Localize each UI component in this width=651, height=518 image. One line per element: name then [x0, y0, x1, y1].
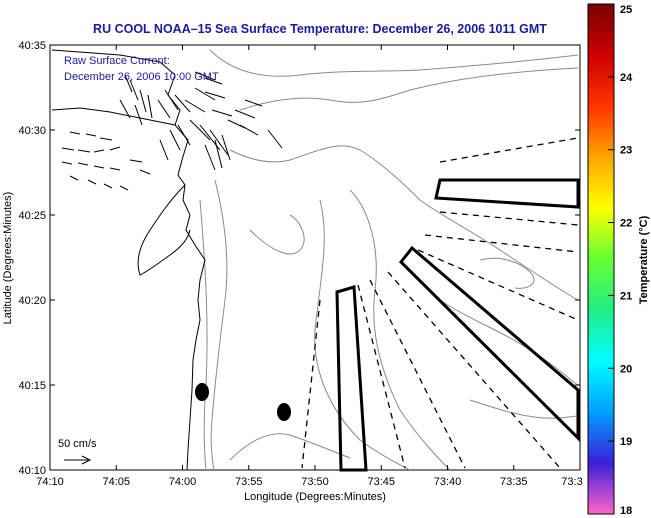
x-tick-label: 74:00: [169, 476, 197, 488]
y-tick-label: 40:20: [18, 295, 46, 307]
y-tick-label: 40:30: [18, 125, 46, 137]
bathymetry-contour-3: [229, 145, 579, 301]
bathymetry-contour-5: [199, 199, 208, 471]
colorbar: [587, 3, 615, 515]
colorbar-tick-label: 21: [620, 290, 632, 302]
legend-line-2: December 26, 2006 10:00 GMT: [64, 71, 219, 83]
bathymetry-contour-2: [239, 67, 579, 111]
y-tick-label: 40:25: [18, 210, 46, 222]
colorbar-label: Temperature (°C): [638, 215, 650, 304]
colorbar-tick-label: 20: [620, 363, 632, 375]
bathymetry-contour-7: [314, 199, 411, 471]
y-axis-label: Latitude (Degrees:Minutes): [2, 192, 14, 325]
y-axis-ticks: 40:35 40:30 40:25 40:20 40:15 40:10: [18, 40, 580, 477]
x-tick-label: 73:50: [301, 476, 329, 488]
colorbar-tick-label: 18: [620, 505, 632, 517]
map-content: [51, 49, 580, 472]
coastline-bay: [51, 107, 176, 126]
colorbar-tick-label: 23: [620, 145, 632, 157]
bathymetry-contour-8: [249, 214, 305, 255]
x-tick-label: 73:45: [367, 476, 395, 488]
survey-box-2: [398, 245, 580, 442]
bathymetry-contour-4: [210, 179, 228, 471]
dashed-survey-lines: [301, 137, 579, 469]
bathymetry-contour-11: [229, 433, 351, 461]
legend-line-1: Raw Surface Current:: [64, 55, 170, 67]
colorbar-tick-label: 25: [620, 4, 632, 16]
buoy-marker-2: [277, 403, 291, 421]
current-vectors: [61, 71, 283, 191]
survey-box-3: [335, 285, 368, 472]
y-tick-label: 40:35: [18, 40, 46, 52]
map-frame: [49, 44, 581, 471]
x-tick-label: 73:55: [235, 476, 263, 488]
colorbar-tick-label: 22: [620, 218, 632, 230]
colorbar-tick-label: 24: [620, 72, 633, 84]
x-axis-ticks: 74:10 74:05 74:00 73:55 73:50 73:45 73:40 73:35…: [36, 45, 583, 488]
survey-box-1: [434, 178, 580, 209]
x-tick-label: 73:35: [500, 476, 528, 488]
y-tick-label: 40:15: [18, 380, 46, 392]
scale-arrow-head: [81, 455, 92, 465]
survey-boxes: [335, 178, 580, 472]
x-tick-label: 73:40: [434, 476, 462, 488]
colorbar-ticks: 25 24 23 22 21 20 19 18: [608, 3, 633, 517]
bathymetry-contour-1: [209, 49, 579, 77]
x-tick-label: 74:05: [102, 476, 130, 488]
scale-label: 50 cm/s: [58, 438, 97, 450]
y-tick-label: 40:10: [18, 465, 46, 477]
bathymetry-contour-12: [479, 257, 535, 289]
coastline-peninsula: [137, 184, 191, 276]
bathymetry-contour-6: [349, 189, 451, 471]
colorbar-tick-label: 19: [620, 436, 632, 448]
buoy-marker-1: [195, 383, 209, 401]
figure-title: RU COOL NOAA–15 Sea Surface Temperature:…: [93, 22, 547, 36]
x-axis-label: Longitude (Degrees:Minutes): [244, 491, 386, 503]
x-tick-label: 73:3: [561, 476, 582, 488]
x-tick-label: 74:10: [36, 476, 64, 488]
